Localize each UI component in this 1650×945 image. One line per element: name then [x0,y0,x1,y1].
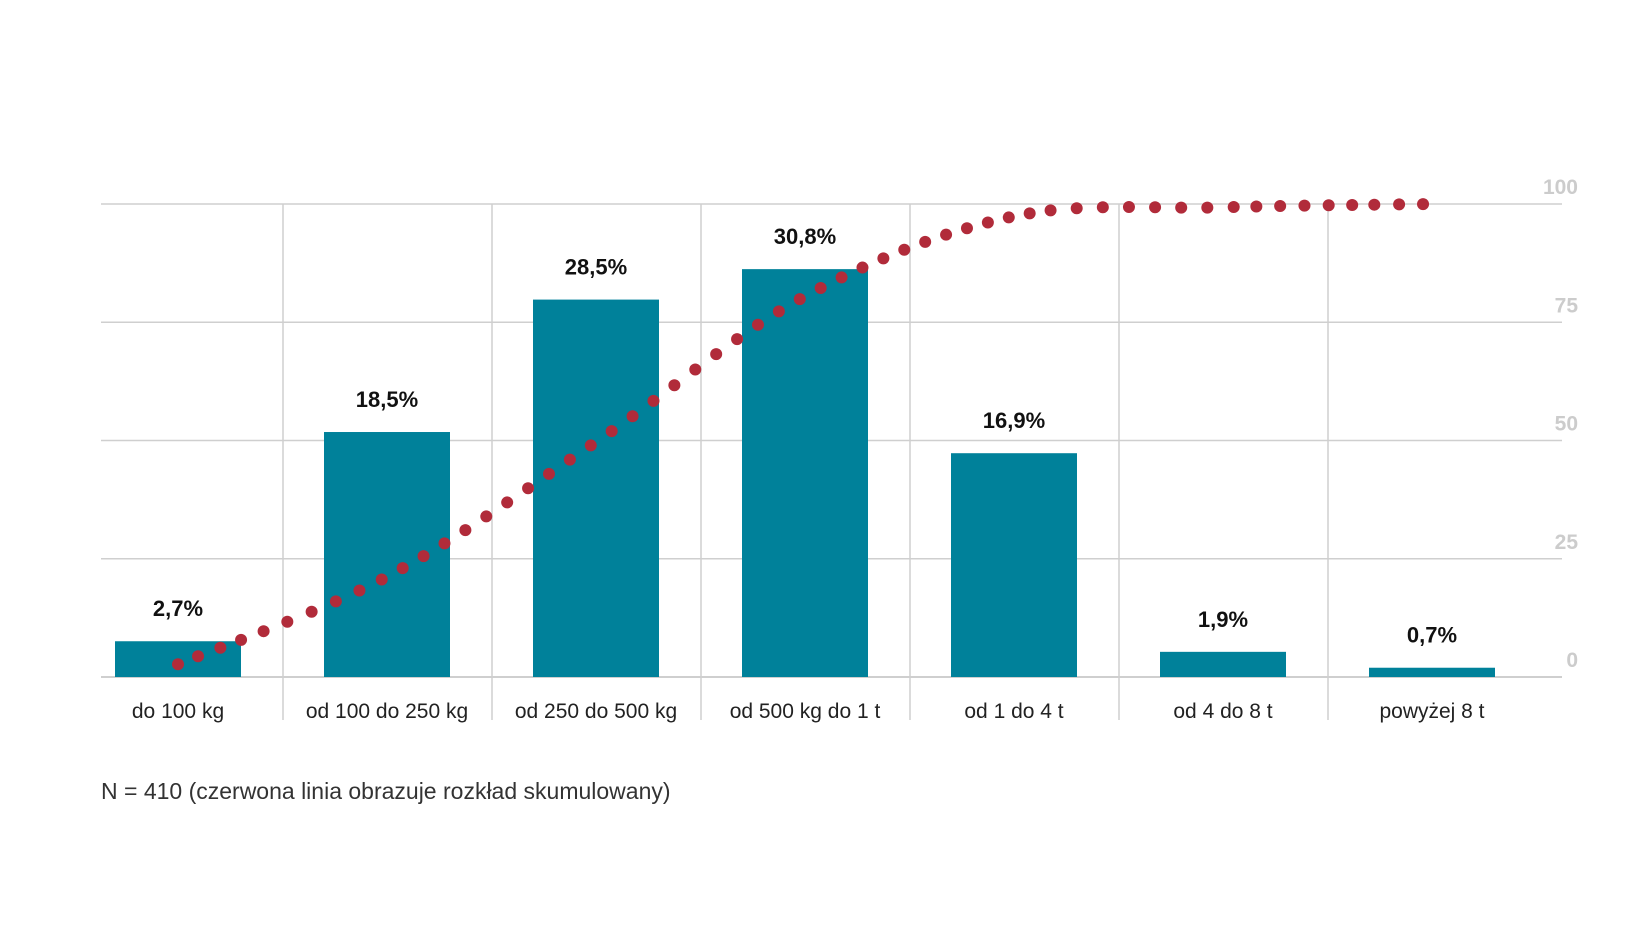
cumulative-dot [192,650,205,663]
cumulative-dot [898,243,911,256]
cumulative-dot [1201,201,1214,214]
cumulative-dot [689,363,702,376]
cumulative-dot [1070,202,1083,215]
cumulative-dot [375,573,388,586]
cumulative-dot [710,348,723,361]
cumulative-dot [1393,198,1406,211]
cumulative-dot [329,595,342,608]
cumulative-dot [1417,198,1430,211]
bar [1160,651,1286,677]
cumulative-dot [1322,199,1335,212]
category-labels: do 100 kg od 100 do 250 kg od 250 do 500 k… [132,700,1485,723]
cumulative-dot [814,281,827,294]
cumulative-dot [480,510,493,523]
cumulative-dot [668,379,681,392]
cumulative-dot [1044,204,1057,217]
category-label: od 100 do 250 kg [306,700,468,723]
cumulative-dot [522,482,535,495]
cumulative-dot [919,235,932,248]
cumulative-dot [647,394,660,407]
category-label: do 100 kg [132,700,224,723]
category-label: od 500 kg do 1 t [730,700,881,723]
cumulative-dot [1346,198,1359,211]
category-label: od 1 do 4 t [964,700,1063,723]
cumulative-dot [1175,201,1188,214]
cumulative-dot [281,615,294,628]
cumulative-dot [1023,207,1036,220]
cumulative-dot [172,658,184,671]
cumulative-dot [731,333,744,346]
cumulative-dot [396,562,409,575]
cumulative-dot [1274,200,1287,213]
cumulative-dot [605,425,618,438]
cumulative-dot [1250,200,1263,213]
y-tick-label: 50 [1555,413,1578,436]
cumulative-dot [1298,199,1311,212]
cumulative-dot [751,318,764,331]
y-tick-label: 75 [1555,294,1579,317]
cumulative-dot [772,305,785,318]
cumulative-dot [856,261,869,274]
cumulative-dot [1368,198,1381,211]
cumulative-dot [235,633,248,646]
cumulative-dot [1096,201,1109,214]
cumulative-dot [940,228,953,241]
cumulative-dot [214,641,227,654]
bar-value-label: 0,7% [1407,623,1457,648]
chart-note: N = 410 (czerwona linia obrazuje rozkład… [101,778,671,804]
bar-value-label: 28,5% [565,255,627,280]
cumulative-dot [353,584,366,597]
cumulative-line [172,198,1430,671]
category-label: powyżej 8 t [1379,700,1484,723]
y-tick-label: 100 [1543,176,1578,199]
cumulative-dot [981,216,994,229]
bar-value-label: 2,7% [153,596,203,621]
bar [533,299,659,677]
cumulative-dot [877,252,890,265]
bar [951,453,1077,677]
bar-value-label: 18,5% [356,387,418,412]
cumulative-dot [501,496,514,509]
cumulative-dot [1227,201,1240,214]
bars [115,269,1495,677]
y-tick-label: 0 [1566,649,1578,672]
cumulative-dot [626,410,639,423]
bar [324,432,450,677]
y-axis-ticks: 0 25 50 75 100 [1543,176,1578,672]
cumulative-dot [417,550,430,563]
cumulative-dot [305,605,318,618]
category-label: od 250 do 500 kg [515,700,677,723]
bar-value-label: 16,9% [983,408,1045,433]
cumulative-dot [459,524,472,537]
cumulative-dot [793,293,806,306]
cumulative-dot [257,625,270,638]
bar-value-labels: 2,7% 18,5% 28,5% 30,8% 16,9% 1,9% 0,7% [153,224,1457,648]
bar [1369,667,1495,677]
cumulative-dot [960,222,973,235]
cumulative-dot [542,467,555,480]
bar-value-label: 30,8% [774,224,836,249]
cumulative-dot [563,453,576,466]
y-tick-label: 25 [1555,531,1579,554]
bar-value-label: 1,9% [1198,607,1248,632]
category-label: od 4 do 8 t [1173,700,1272,723]
cumulative-dot [1002,211,1015,224]
cumulative-dot [438,537,451,550]
cumulative-dot [835,271,848,284]
cumulative-dot [1122,201,1135,214]
bar [742,269,868,677]
cumulative-dot [584,439,597,452]
cumulative-dot [1149,201,1162,214]
